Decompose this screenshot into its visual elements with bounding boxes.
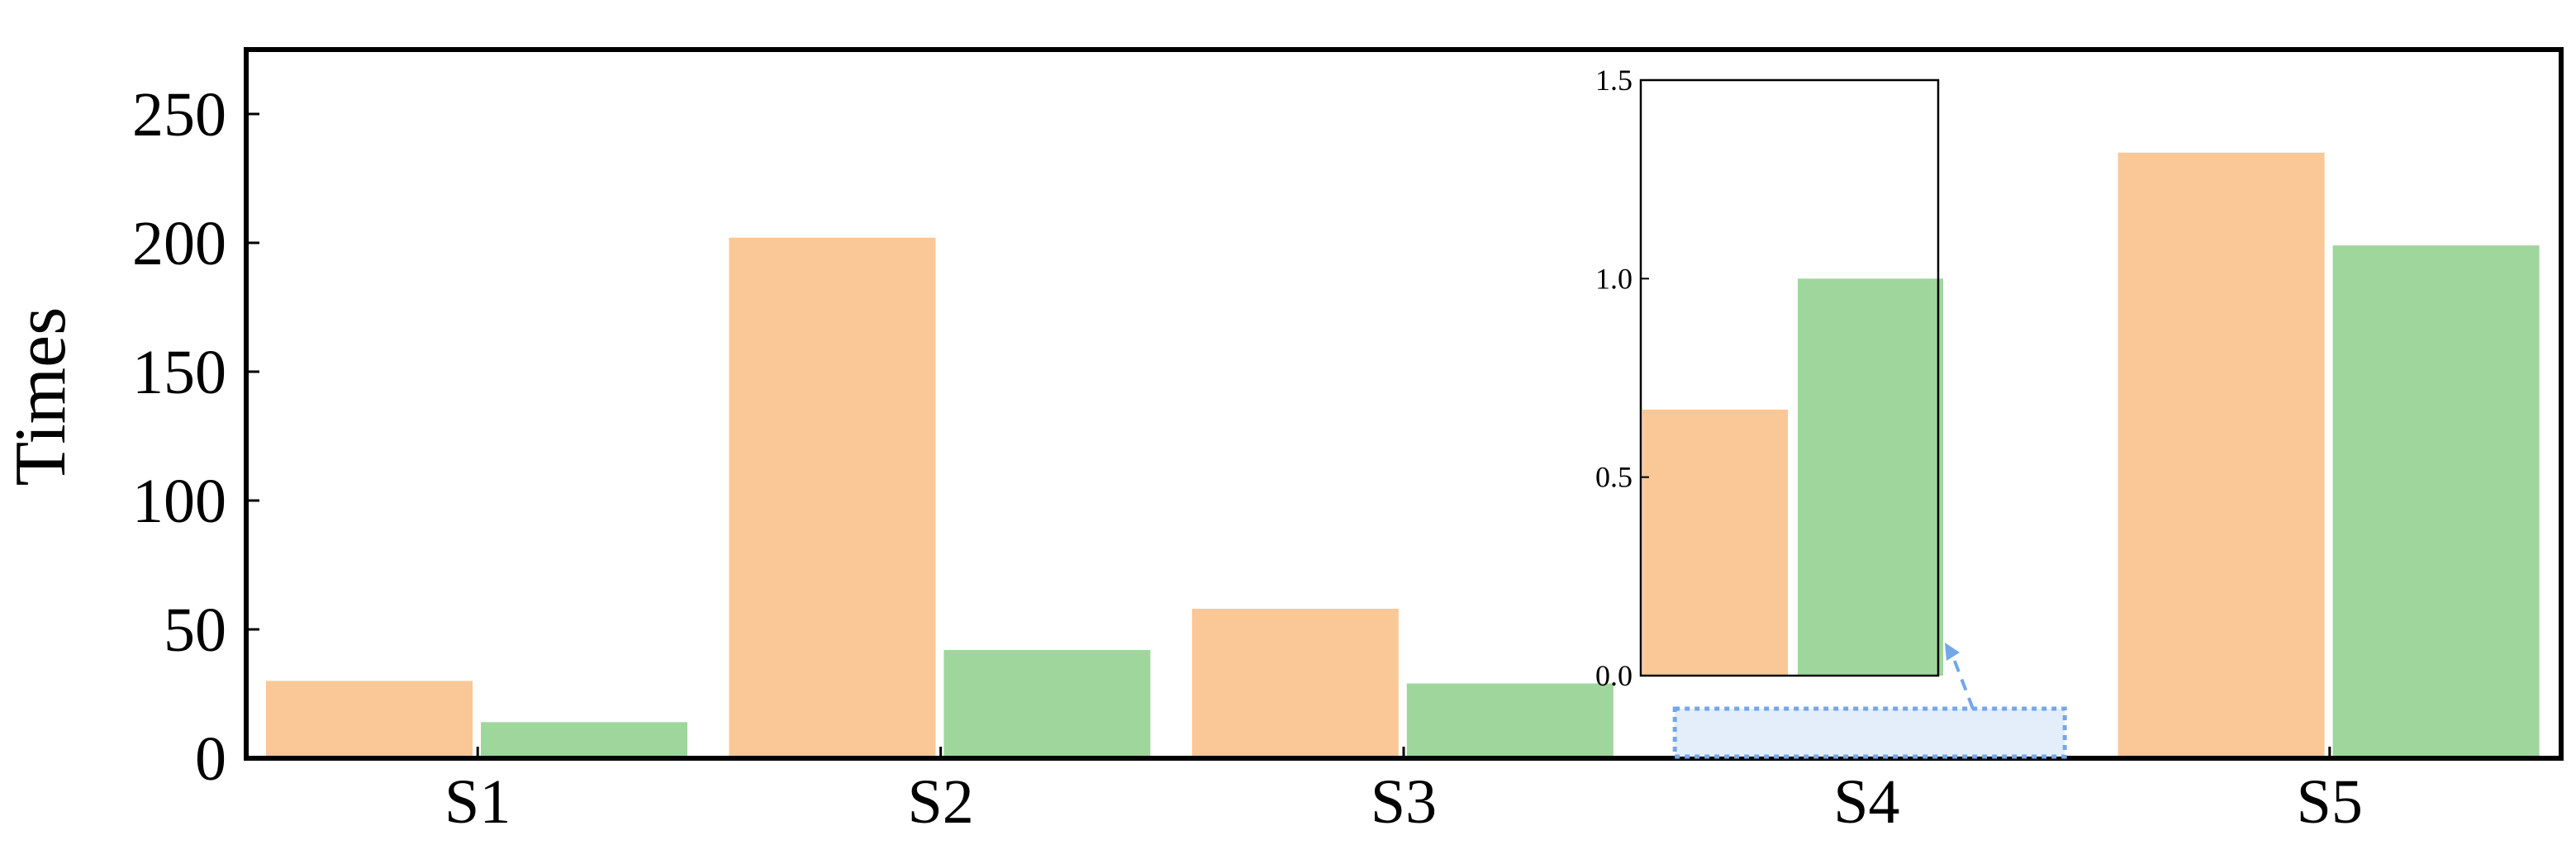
bar-s1-series1 <box>266 681 473 758</box>
inset-chart: 0.0 0.5 1.0 1.5 <box>1595 64 1943 692</box>
bar-s3-series1 <box>1191 609 1399 758</box>
inset-bar-s4-series2 <box>1798 278 1943 676</box>
bar-s3-series2 <box>1406 683 1614 758</box>
y-tick-label: 50 <box>164 596 226 665</box>
x-tick-label: S1 <box>444 767 511 837</box>
y-tick-label: 150 <box>132 338 226 407</box>
y-tick-label: 100 <box>132 467 226 536</box>
inset-y-tick-label: 1.0 <box>1595 262 1633 295</box>
main-bars <box>266 152 2540 759</box>
bar-s2-series2 <box>943 649 1151 758</box>
y-tick-label: 250 <box>132 80 226 149</box>
x-tick-label: S5 <box>2297 767 2363 837</box>
x-tick-label: S4 <box>1833 767 1899 837</box>
y-tick-label: 200 <box>132 209 226 278</box>
bar-s5-series1 <box>2117 152 2325 759</box>
inset-y-tick-label: 0.0 <box>1595 659 1633 692</box>
y-tick-label: 0 <box>195 724 226 794</box>
inset-frame <box>1639 78 1940 677</box>
main-axes: S1 S2 S3 S4 S5 0 50 100 150 200 250 <box>132 47 2564 837</box>
zoom-arrow-line <box>1950 652 1975 710</box>
x-tick-label: S2 <box>907 767 973 837</box>
bar-s2-series1 <box>729 237 936 758</box>
zoom-highlight-box <box>1672 706 2067 759</box>
bar-s1-series2 <box>481 722 687 758</box>
plot-frame <box>244 47 2564 761</box>
inset-bar-s4-series1 <box>1642 409 1788 676</box>
bar-s5-series2 <box>2332 245 2540 758</box>
inset-y-tick-label: 1.5 <box>1595 64 1633 97</box>
y-axis-title: Times <box>1 307 81 486</box>
zoom-arrow-head <box>1945 643 1960 661</box>
inset-y-tick-label: 0.5 <box>1595 461 1633 494</box>
zoom-indicator <box>1672 643 2067 759</box>
x-tick-label: S3 <box>1371 767 1437 837</box>
